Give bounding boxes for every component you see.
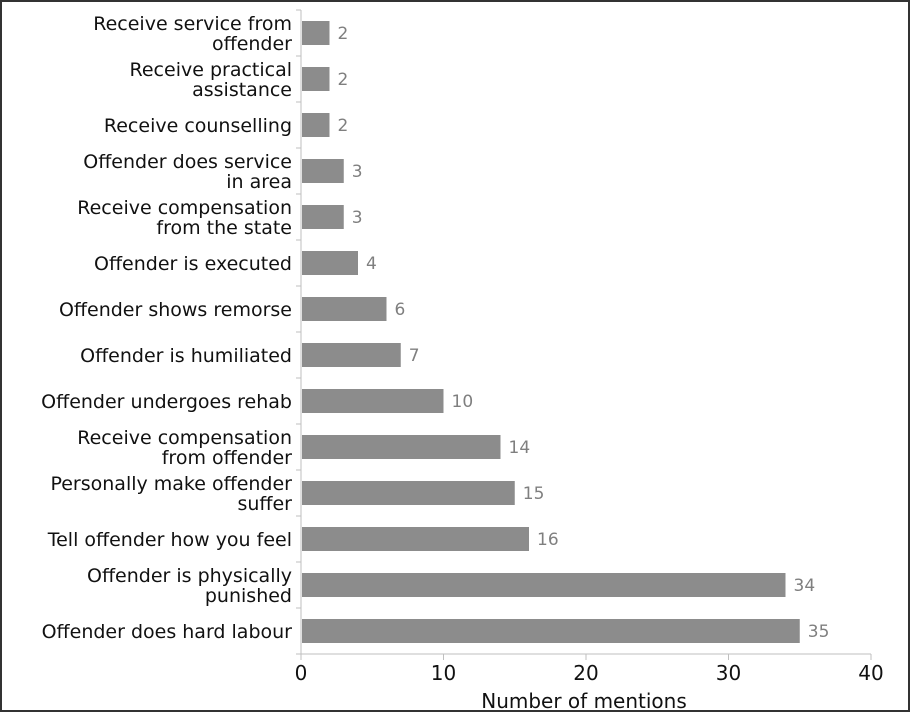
data-label: 6 bbox=[395, 300, 406, 320]
category-label: Offender is executed bbox=[94, 253, 292, 275]
category-label: Offender shows remorse bbox=[59, 299, 292, 321]
bar bbox=[302, 481, 515, 505]
bar bbox=[302, 619, 800, 643]
category-label: in area bbox=[226, 171, 292, 193]
data-label: 3 bbox=[352, 162, 363, 182]
x-tick-label: 20 bbox=[573, 661, 598, 685]
data-label: 3 bbox=[352, 208, 363, 228]
data-label: 34 bbox=[794, 576, 816, 596]
category-label: assistance bbox=[192, 79, 292, 101]
data-label: 2 bbox=[338, 116, 349, 136]
bar bbox=[302, 389, 444, 413]
bar bbox=[302, 159, 344, 183]
category-label: offender bbox=[212, 33, 292, 55]
bar bbox=[302, 527, 529, 551]
x-tick-label: 30 bbox=[716, 661, 741, 685]
x-tick-label: 40 bbox=[858, 661, 883, 685]
data-label: 7 bbox=[409, 346, 420, 366]
bar bbox=[302, 435, 501, 459]
category-label: Receive service from bbox=[93, 13, 292, 35]
category-label: punished bbox=[205, 585, 292, 607]
category-label: Receive practical bbox=[130, 59, 292, 81]
bar bbox=[302, 251, 358, 275]
bar bbox=[302, 113, 330, 137]
category-label: from offender bbox=[162, 447, 292, 469]
category-label: suffer bbox=[237, 493, 292, 515]
category-label: Receive compensation bbox=[77, 197, 292, 219]
category-label: Receive counselling bbox=[104, 115, 292, 137]
category-label: Tell offender how you feel bbox=[47, 529, 292, 551]
data-label: 15 bbox=[523, 484, 545, 504]
bar bbox=[302, 343, 401, 367]
x-axis-title: Number of mentions bbox=[481, 689, 687, 712]
data-label: 14 bbox=[509, 438, 531, 458]
data-label: 2 bbox=[338, 70, 349, 90]
bar bbox=[302, 573, 786, 597]
bar bbox=[302, 297, 387, 321]
bar bbox=[302, 67, 330, 91]
data-label: 16 bbox=[537, 530, 559, 550]
category-label: Offender does service bbox=[83, 151, 292, 173]
x-tick-label: 0 bbox=[295, 661, 308, 685]
bar bbox=[302, 205, 344, 229]
category-label: Offender is physically bbox=[87, 565, 292, 587]
data-label: 2 bbox=[338, 24, 349, 44]
axes-group: 0 10 20 30 40 bbox=[295, 9, 884, 685]
category-label: Receive compensation bbox=[77, 427, 292, 449]
x-tick-label: 10 bbox=[431, 661, 456, 685]
category-label: Personally make offender bbox=[50, 473, 292, 495]
category-label: Offender is humiliated bbox=[80, 345, 292, 367]
data-label: 10 bbox=[452, 392, 474, 412]
bars-group bbox=[302, 21, 800, 643]
data-label: 35 bbox=[808, 622, 830, 642]
data-label: 4 bbox=[366, 254, 377, 274]
category-label: Offender does hard labour bbox=[42, 621, 293, 643]
bar bbox=[302, 21, 330, 45]
category-label: Offender undergoes rehab bbox=[41, 391, 292, 413]
category-label: from the state bbox=[156, 217, 292, 239]
